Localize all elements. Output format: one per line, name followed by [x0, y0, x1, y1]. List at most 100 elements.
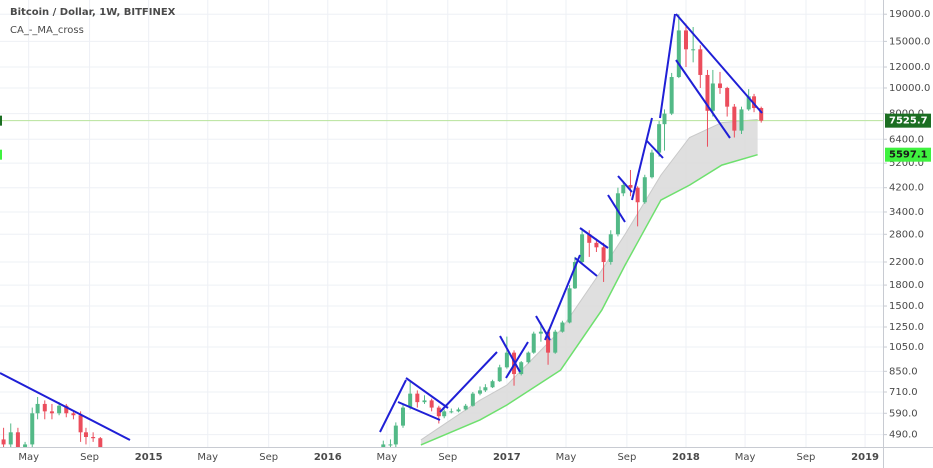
x-tick-label: 2015	[135, 452, 163, 463]
candle-body	[483, 387, 488, 391]
candle-body	[497, 367, 502, 382]
candle-body	[71, 413, 76, 416]
candle-body	[64, 405, 69, 414]
candle-body	[8, 432, 13, 445]
candle-body	[669, 77, 674, 114]
candle-body	[400, 407, 405, 426]
candle-body	[83, 432, 88, 437]
y-tick-label: 1050.0	[889, 342, 924, 353]
candle-body	[698, 49, 703, 75]
trendline	[535, 315, 551, 341]
trendlines	[0, 13, 763, 441]
candle-body	[628, 184, 633, 188]
trendline	[617, 175, 633, 193]
candle-body	[615, 193, 620, 235]
candle-body	[642, 177, 647, 203]
y-tick-label: 19000.0	[889, 9, 930, 20]
y-tick-label: 15000.0	[889, 36, 930, 47]
x-tick-label: Sep	[617, 452, 636, 463]
last-price-label-edge	[0, 115, 2, 126]
trendline	[675, 13, 763, 114]
candle-body	[35, 403, 40, 414]
candle-body	[676, 30, 681, 78]
candle-body	[710, 83, 715, 111]
ma-price-label-edge	[0, 149, 2, 160]
candle-body	[15, 432, 20, 447]
candle-body	[519, 362, 524, 375]
trendline	[544, 254, 581, 341]
trendline	[405, 377, 449, 409]
candle-body	[553, 331, 558, 353]
candle-body	[91, 436, 96, 439]
y-tick-label: 2200.0	[889, 257, 924, 268]
y-tick-label: 1800.0	[889, 280, 924, 291]
trendline	[0, 372, 131, 441]
candle-body	[415, 393, 420, 403]
candle-body	[705, 74, 710, 111]
y-tick-label: 2800.0	[889, 229, 924, 240]
candle-body	[718, 83, 723, 88]
y-tick-label: 10000.0	[889, 83, 930, 94]
candle-body	[422, 400, 427, 403]
y-tick-label: 12000.0	[889, 62, 930, 73]
candle-body	[23, 444, 28, 447]
x-tick-label: May	[735, 452, 756, 463]
candle-body	[463, 405, 468, 410]
y-tick-label: 1250.0	[889, 322, 924, 333]
ma-price-label: 5597.1	[889, 150, 928, 161]
candle-body	[456, 409, 461, 412]
candle-body	[567, 288, 572, 323]
x-tick-label: May	[556, 452, 577, 463]
trendline	[579, 227, 609, 249]
ma-lower	[420, 153, 758, 446]
candle-body	[381, 444, 386, 447]
candle-body	[429, 400, 434, 408]
x-tick-label: May	[18, 452, 39, 463]
candle-body	[504, 352, 509, 368]
x-tick-label: Sep	[438, 452, 457, 463]
candle-body	[580, 234, 585, 263]
x-tick-label: Sep	[259, 452, 278, 463]
y-tick-label: 590.0	[889, 408, 918, 419]
last-price-label-box	[885, 113, 931, 128]
candle-body	[725, 87, 730, 107]
candle-body	[105, 458, 109, 468]
candle-body	[526, 352, 531, 363]
x-tick-label: May	[197, 452, 218, 463]
trendline	[675, 59, 731, 139]
trendline	[379, 379, 407, 433]
y-tick-label: 490.0	[889, 430, 918, 441]
ma-upper	[420, 119, 758, 441]
indicator-name: CA_-_MA_cross	[10, 25, 84, 36]
trendline	[631, 117, 653, 201]
candle-body	[57, 405, 62, 414]
y-tick-label: 3400.0	[889, 207, 924, 218]
y-tick-label: 4200.0	[889, 183, 924, 194]
y-tick-label: 5200.0	[889, 158, 924, 169]
candle-body	[490, 381, 495, 388]
x-tick-label: 2018	[672, 452, 700, 463]
y-tick-label: 710.0	[889, 387, 918, 398]
candle-body	[393, 425, 398, 445]
candle-body	[442, 411, 447, 417]
candle-body	[752, 96, 757, 109]
candle-body	[662, 113, 667, 125]
candle-body	[594, 242, 599, 248]
chart-title: Bitcoin / Dollar, 1W, BITFINEX	[10, 7, 176, 18]
candle-body	[649, 152, 654, 178]
candle-body	[30, 413, 35, 445]
x-tick-label: 2017	[493, 452, 521, 463]
plot-area	[0, 14, 883, 468]
trendline	[499, 335, 521, 373]
candle-body	[470, 393, 475, 406]
trendline	[574, 257, 598, 277]
candle-body	[531, 333, 536, 353]
candle-body	[683, 30, 688, 50]
x-tick-label: 2016	[314, 452, 342, 463]
candle-body	[1, 439, 6, 445]
candle-body	[449, 411, 454, 413]
candle-body	[78, 415, 83, 433]
trendline	[439, 351, 498, 413]
candle-body	[560, 322, 565, 332]
